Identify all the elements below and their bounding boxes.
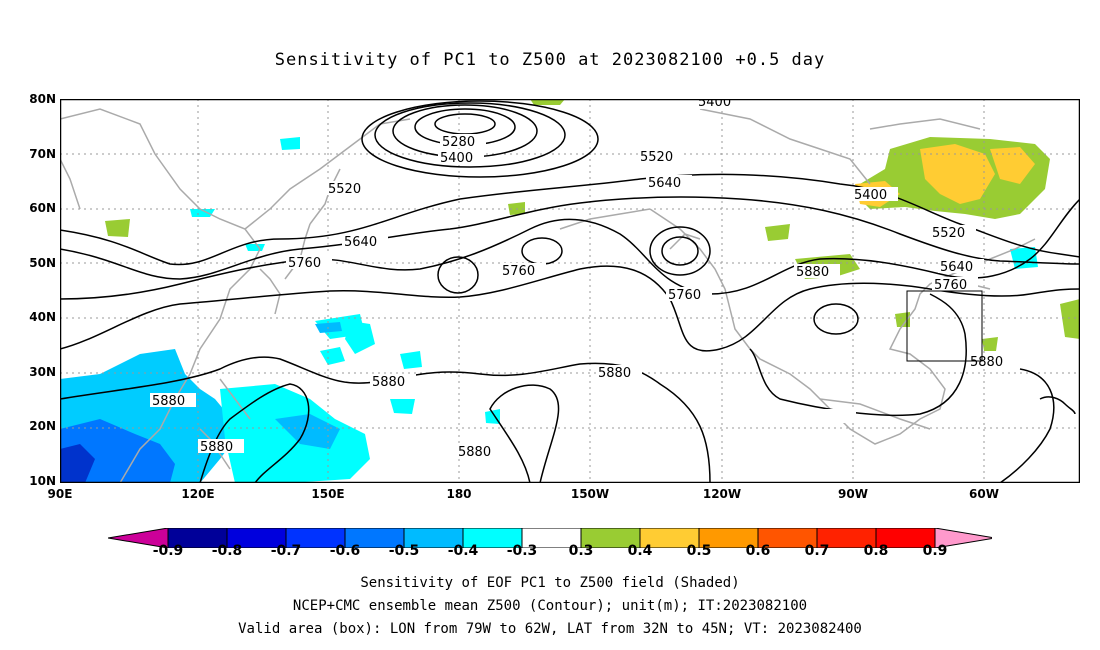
caption-line-2: NCEP+CMC ensemble mean Z500 (Contour); u…	[292, 598, 808, 614]
colorbar-label: 0.9	[922, 543, 948, 559]
contour-label-text: 5880	[970, 355, 1003, 370]
colorbar	[108, 528, 992, 548]
colorbar-label: 0.3	[568, 543, 594, 559]
contour-label-text: 5520	[640, 150, 673, 165]
lat-label: 40N	[29, 310, 56, 324]
contour-label-text: 5760	[934, 278, 967, 293]
lon-label: 60W	[969, 487, 999, 501]
contour-label-text: 5760	[668, 288, 701, 303]
colorbar-label: 0.7	[804, 543, 830, 559]
contour-label-text: 5640	[648, 176, 681, 191]
contour-label-text: 5640	[344, 235, 377, 250]
contour-label-text: 5400	[698, 99, 731, 110]
lon-label: 90E	[47, 487, 73, 501]
colorbar-label: 0.5	[686, 543, 712, 559]
colorbar-label: -0.6	[329, 543, 361, 559]
lat-label: 50N	[29, 256, 56, 270]
contour-label-text: 5880	[796, 265, 829, 280]
colorbar-label: 0.8	[863, 543, 889, 559]
lon-label: 150W	[570, 487, 610, 501]
colorbar-label: -0.4	[447, 543, 479, 559]
contour-label-text: 5880	[152, 394, 185, 409]
map-title: Sensitivity of PC1 to Z500 at 2023082100…	[274, 50, 826, 70]
contour-label-text: 5760	[288, 256, 321, 271]
contour-label-text: 5400	[440, 151, 473, 166]
contour-label-text: 5520	[932, 226, 965, 241]
lon-label: 120E	[181, 487, 215, 501]
lat-label: 30N	[29, 365, 56, 379]
colorbar-label: -0.5	[388, 543, 420, 559]
positive-sensitivity-shading	[105, 99, 1080, 351]
z500-contours	[60, 100, 1080, 483]
negative-sensitivity-shading	[60, 137, 1038, 483]
contour-label-text: 5520	[328, 182, 361, 197]
lat-label: 80N	[29, 92, 56, 106]
colorbar-label: -0.8	[211, 543, 243, 559]
valid-area-box	[906, 290, 983, 362]
contour-label-text: 5640	[940, 260, 973, 275]
contour-label-text: 5880	[458, 445, 491, 460]
colorbar-end-right	[934, 528, 992, 548]
colorbar-label: -0.3	[506, 543, 538, 559]
lon-label: 120W	[702, 487, 742, 501]
lon-label: 180	[446, 487, 472, 501]
caption-line-1: Sensitivity of EOF PC1 to Z500 field (Sh…	[360, 575, 740, 591]
contour-label-text: 5880	[372, 375, 405, 390]
lat-label: 20N	[29, 419, 56, 433]
map-frame	[60, 99, 1080, 483]
contour-label-text: 5760	[502, 264, 535, 279]
map-panel: 5400 5280 5400 5520 5520 5640 5640 5760 …	[60, 99, 1080, 483]
caption-line-3: Valid area (box): LON from 79W to 62W, L…	[238, 621, 862, 637]
lat-label: 60N	[29, 201, 56, 215]
colorbar-label: 0.6	[745, 543, 771, 559]
contour-label-text: 5400	[854, 188, 887, 203]
colorbar-label: -0.7	[270, 543, 302, 559]
lat-label: 10N	[29, 474, 56, 488]
lon-label: 150E	[311, 487, 345, 501]
colorbar-label: 0.4	[627, 543, 653, 559]
contour-label-text: 5280	[442, 135, 475, 150]
lat-label: 70N	[29, 147, 56, 161]
contour-label-text: 5880	[598, 366, 631, 381]
colorbar-label: -0.9	[152, 543, 184, 559]
contour-labels: 5400 5280 5400 5520 5520 5640 5640 5760 …	[150, 99, 1014, 460]
contour-label-text: 5880	[200, 440, 233, 455]
lon-label: 90W	[838, 487, 868, 501]
